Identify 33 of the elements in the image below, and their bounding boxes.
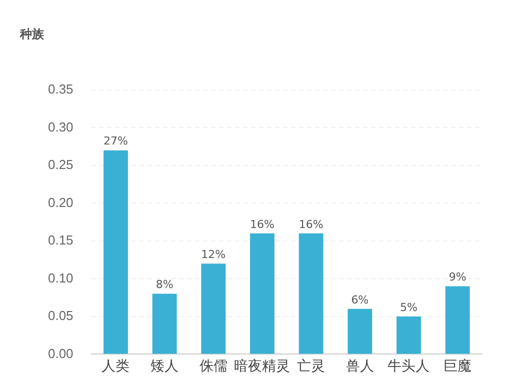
x-tick-label: 牛头人 <box>388 357 430 374</box>
data-label: 5% <box>400 300 418 314</box>
bar <box>104 150 128 354</box>
bar <box>298 233 324 354</box>
x-tick-label: 矮人 <box>150 357 179 374</box>
bar <box>348 308 372 354</box>
y-tick-label: 0.05 <box>48 308 74 324</box>
data-label: 6% <box>351 293 369 306</box>
x-tick-label: 兽人 <box>346 357 374 374</box>
y-tick-label: 0.10 <box>48 270 74 286</box>
x-tick-label: 侏儒 <box>199 357 228 374</box>
y-tick-label: 0.00 <box>48 346 74 361</box>
x-tick-label: 暗夜精灵 <box>234 357 290 374</box>
chart-title: 种族 <box>20 26 44 43</box>
y-tick-label: 0.25 <box>48 157 74 172</box>
y-tick-label: 0.15 <box>48 232 74 248</box>
bar <box>152 294 177 354</box>
bar <box>201 264 226 354</box>
data-label: 9% <box>448 270 466 284</box>
bar <box>250 233 274 354</box>
x-tick-label: 亡灵 <box>297 357 326 374</box>
y-tick-label: 0.30 <box>48 119 74 134</box>
data-label: 16% <box>250 218 274 231</box>
bar <box>396 316 421 354</box>
data-label: 16% <box>298 218 324 231</box>
y-tick-label: 0.35 <box>48 82 74 97</box>
bar <box>445 286 470 354</box>
data-label: 12% <box>201 248 226 261</box>
data-label: 8% <box>156 278 174 292</box>
x-tick-label: 人类 <box>102 357 130 374</box>
x-tick-label: 巨魔 <box>444 357 472 374</box>
data-label: 27% <box>103 134 128 148</box>
y-tick-label: 0.20 <box>48 194 74 210</box>
